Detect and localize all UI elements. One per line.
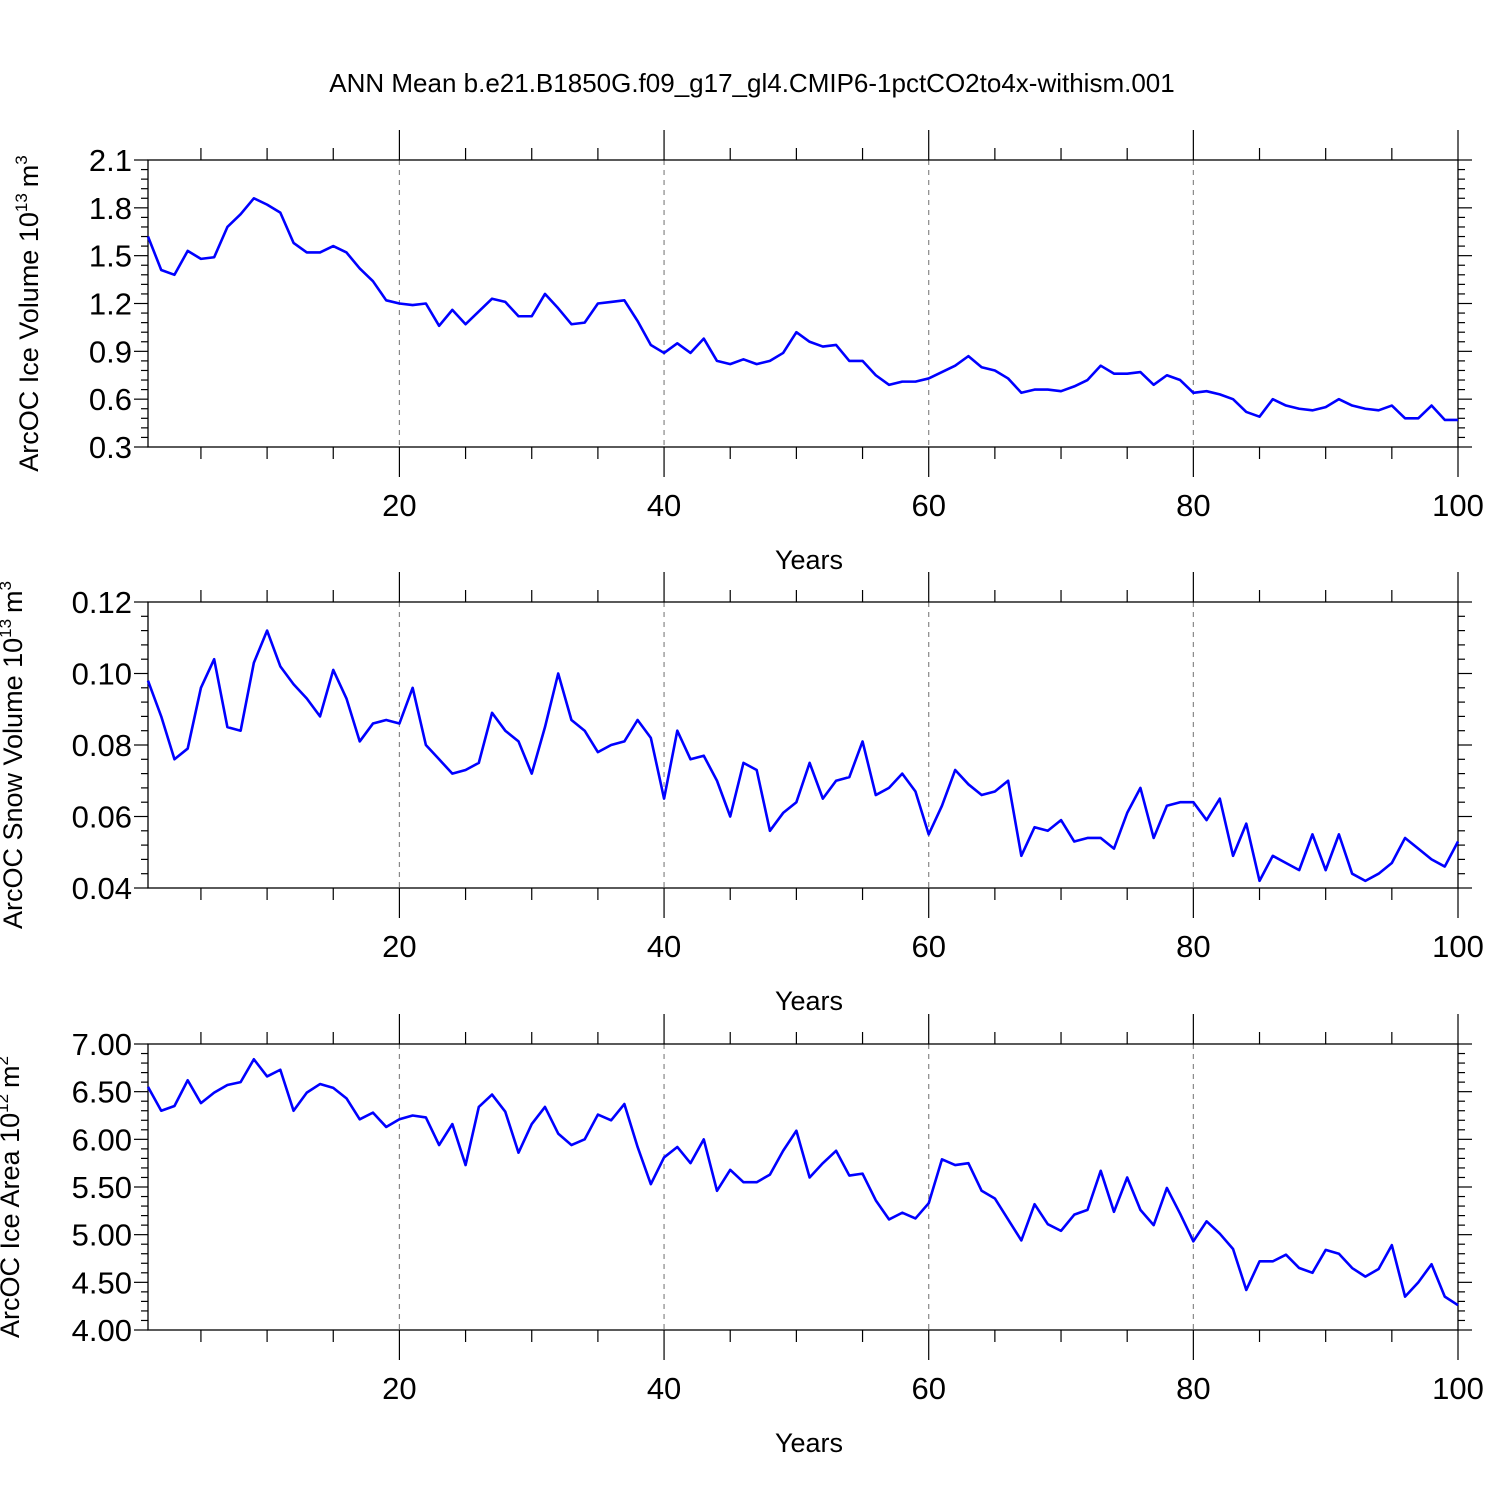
x-tick-label: 40 xyxy=(647,1371,681,1406)
y-tick-label: 0.08 xyxy=(72,728,132,763)
y-tick-label: 0.04 xyxy=(72,871,132,906)
x-tick-label: 100 xyxy=(1432,1371,1484,1406)
y-axis-label: ArcOC Snow Volume 1013m3 xyxy=(0,581,28,929)
chart-panel-1: 0.3 0.6 0.9 1.2 1.5 1.8 2.1 20 40 60 80 100 Years Arc… xyxy=(12,130,1484,575)
series-line-1 xyxy=(146,629,1460,883)
series-line-1 xyxy=(146,1057,1459,1307)
plot-frame xyxy=(147,601,1459,889)
x-tick-label: 80 xyxy=(1176,929,1210,964)
figure-title: ANN Mean b.e21.B1850G.f09_g17_gl4.CMIP6-… xyxy=(329,68,1174,98)
y-tick-label: 6.50 xyxy=(72,1075,132,1110)
y-tick-label: 0.3 xyxy=(89,430,132,465)
y-tick-label: 0.10 xyxy=(72,657,132,692)
y-tick-label: 4.50 xyxy=(72,1265,132,1300)
chart-panel-2: 0.04 0.06 0.08 0.10 0.12 20 40 60 80 100 Years ArcO… xyxy=(0,572,1484,1016)
x-axis-label: Years xyxy=(775,1428,843,1458)
y-tick-label: 5.00 xyxy=(72,1218,132,1253)
x-tick-label: 20 xyxy=(382,488,416,523)
x-tick-label: 100 xyxy=(1432,929,1484,964)
x-tick-label: 40 xyxy=(647,929,681,964)
x-tick-label: 60 xyxy=(911,1371,945,1406)
y-tick-label: 4.00 xyxy=(72,1313,132,1348)
x-tick-label: 20 xyxy=(382,1371,416,1406)
y-tick-label: 0.12 xyxy=(72,585,132,620)
x-tick-label: 100 xyxy=(1432,488,1484,523)
x-tick-label: 40 xyxy=(647,488,681,523)
plot-frame xyxy=(147,1043,1459,1331)
x-tick-label: 60 xyxy=(911,929,945,964)
y-tick-label: 7.00 xyxy=(72,1027,132,1062)
x-axis-label: Years xyxy=(775,986,843,1016)
y-tick-label: 0.9 xyxy=(89,334,132,369)
y-axis-label: ArcOC Ice Volume 1013m3 xyxy=(12,155,44,472)
y-tick-label: 0.06 xyxy=(72,800,132,835)
series-line-1 xyxy=(146,196,1458,422)
y-tick-label: 1.8 xyxy=(89,191,132,226)
plot-frame xyxy=(147,159,1459,448)
x-tick-label: 80 xyxy=(1176,488,1210,523)
y-tick-label: 5.50 xyxy=(72,1170,132,1205)
x-axis-label: Years xyxy=(775,545,843,575)
chart-panel-3: 4.00 4.50 5.00 5.50 6.00 6.50 7.00 20 40 60 80 100 Y… xyxy=(0,1014,1484,1458)
y-tick-label: 6.00 xyxy=(72,1122,132,1157)
y-tick-label: 0.6 xyxy=(89,382,132,417)
y-tick-label: 2.1 xyxy=(89,143,132,178)
x-tick-label: 80 xyxy=(1176,1371,1210,1406)
y-tick-label: 1.2 xyxy=(89,287,132,322)
x-tick-label: 60 xyxy=(911,488,945,523)
y-axis-label: ArcOC Ice Area 1012m2 xyxy=(0,1056,25,1338)
y-tick-label: 1.5 xyxy=(89,239,132,274)
x-tick-label: 20 xyxy=(382,929,416,964)
